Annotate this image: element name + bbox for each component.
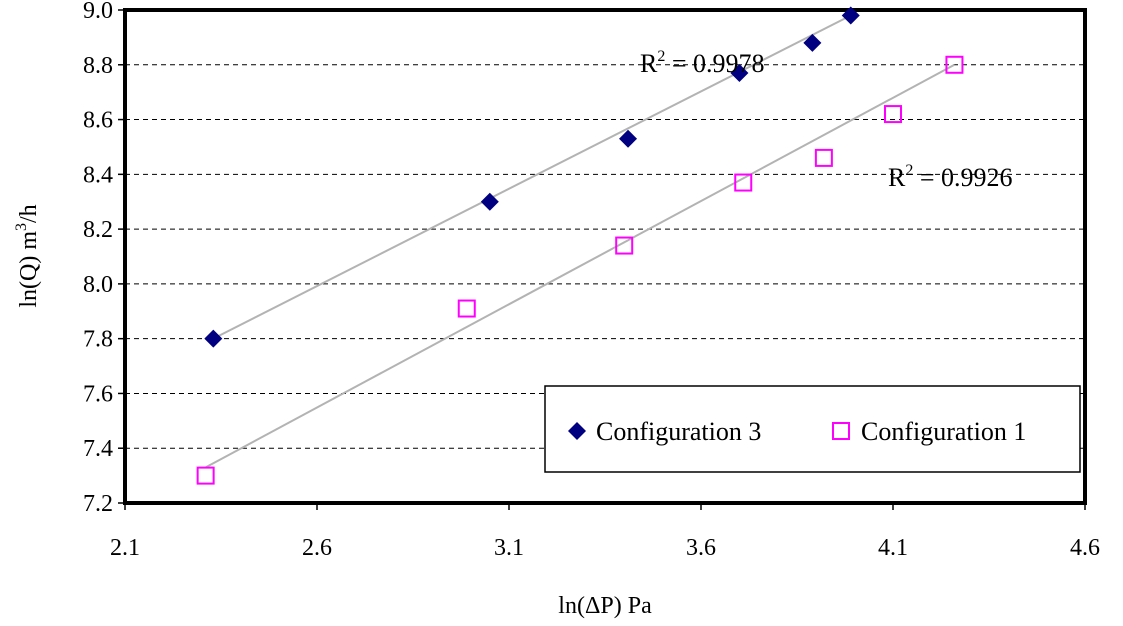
r2-annotation-configuration-1: R2 = 0.9926: [888, 162, 1013, 192]
data-point-series-2: [615, 236, 634, 255]
legend-label-configuration-3: Configuration 3: [596, 417, 761, 446]
data-point-series-1: [730, 63, 749, 82]
data-points: [196, 6, 964, 485]
y-axis-title: ln(Q) m3/h: [13, 204, 42, 307]
legend-marker-configuration-3: [568, 422, 586, 440]
y-tick-label: 8.2: [83, 217, 113, 243]
axis-ticks: 7.2 7.4 7.6 7.8 8.0 8.2 8.4 8.6 8.8 9.0 2.1 2.6 3.1 3…: [83, 0, 1100, 561]
y-tick-label: 8.8: [83, 53, 113, 79]
legend: Configuration 3 Configuration 1: [544, 385, 1081, 473]
y-tick-label: 7.8: [83, 327, 113, 353]
y-tick-label: 7.4: [83, 436, 113, 462]
legend-box: [544, 385, 1081, 473]
data-point-series-1: [841, 6, 860, 25]
x-tick-label: 2.6: [302, 535, 332, 561]
data-point-series-2: [457, 299, 476, 318]
plot-area-border: [123, 8, 1087, 505]
y-tick-label: 8.4: [83, 162, 113, 188]
r2-annotation-configuration-3: R2 = 0.9978: [640, 48, 765, 78]
x-tick-label: 3.6: [686, 535, 716, 561]
data-point-series-2: [814, 148, 833, 167]
data-point-series-1: [619, 129, 638, 148]
data-point-series-2: [196, 466, 215, 485]
x-tick-label: 4.1: [878, 535, 908, 561]
y-tick-label: 9.0: [83, 0, 113, 24]
y-tick-label: 8.0: [83, 272, 113, 298]
data-point-series-1: [803, 33, 822, 52]
x-axis-title: ln(ΔP) Pa: [558, 593, 652, 619]
data-point-series-2: [884, 105, 902, 124]
x-tick-label: 3.1: [494, 535, 524, 561]
y-tick-label: 7.2: [83, 491, 113, 517]
data-point-series-2: [945, 55, 964, 74]
data-point-series-1: [480, 192, 499, 211]
data-point-series-1: [204, 329, 223, 348]
x-tick-label: 4.6: [1070, 535, 1100, 561]
trendline-series-2: [205, 63, 955, 469]
y-tick-label: 7.6: [83, 381, 113, 407]
data-point-series-2: [734, 173, 753, 192]
y-tick-label: 8.6: [83, 108, 113, 134]
legend-label-configuration-1: Configuration 1: [861, 417, 1026, 446]
x-tick-label: 2.1: [110, 535, 140, 561]
legend-marker-configuration-1: [832, 422, 850, 440]
